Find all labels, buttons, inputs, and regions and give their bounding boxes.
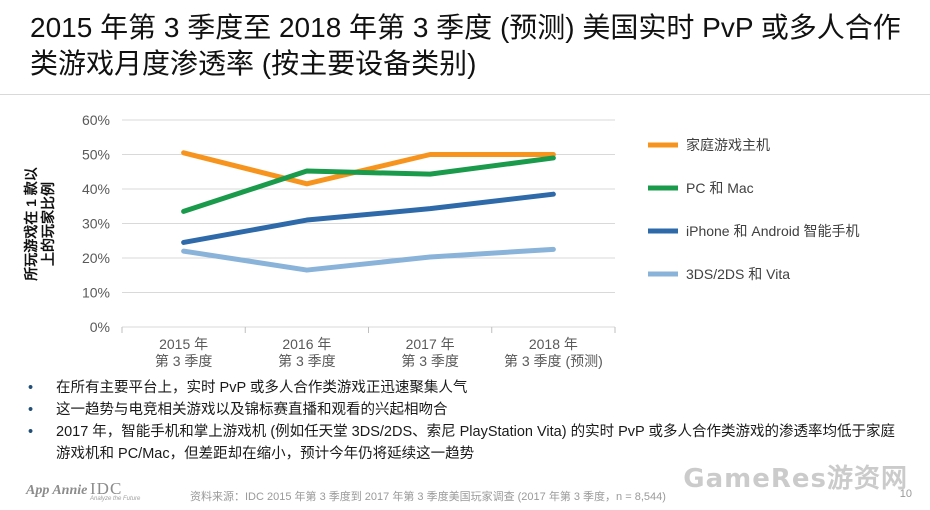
x-tick-label: 第 3 季度 (预测) bbox=[504, 353, 603, 369]
x-tick-label: 2016 年 bbox=[282, 336, 331, 352]
source-note: 资料来源：IDC 2015 年第 3 季度到 2017 年第 3 季度美国玩家调… bbox=[190, 491, 666, 503]
x-tick-label: 第 3 季度 bbox=[155, 353, 213, 369]
y-tick-label: 20% bbox=[82, 250, 110, 266]
y-axis-label: 所玩游戏在 1 款以上的玩家比例 bbox=[23, 167, 56, 281]
y-tick-label: 30% bbox=[82, 216, 110, 232]
insight-item: 2017 年，智能手机和掌上游戏机 (例如任天堂 3DS/2DS、索尼 Play… bbox=[28, 421, 908, 465]
chart-gridlines bbox=[122, 119, 615, 328]
x-tick-label: 2015 年 bbox=[159, 336, 208, 352]
page-number: 10 bbox=[899, 488, 912, 500]
y-axis-ticks: 0% 10% 20% 30% 40% 50% 60% bbox=[82, 112, 110, 335]
x-tick-label: 2017 年 bbox=[406, 336, 455, 352]
series-line bbox=[181, 155, 556, 214]
series-line bbox=[181, 150, 556, 187]
y-tick-label: 10% bbox=[82, 285, 110, 301]
series-line bbox=[181, 191, 556, 245]
app-annie-logo: App Annie bbox=[26, 483, 88, 498]
y-tick-label: 0% bbox=[90, 319, 110, 335]
x-tick-label: 第 3 季度 bbox=[278, 353, 336, 369]
y-axis-label-line: 所玩游戏在 1 款以 bbox=[23, 167, 39, 281]
y-tick-label: 60% bbox=[82, 112, 110, 128]
y-tick-label: 40% bbox=[82, 181, 110, 197]
legend-label: PC 和 Mac bbox=[686, 180, 754, 196]
x-tick-label: 第 3 季度 bbox=[401, 353, 459, 369]
watermark: GameRes游资网 bbox=[683, 464, 908, 494]
idc-logo: IDC Analyze the Future bbox=[90, 479, 145, 503]
idc-logo-text: IDC bbox=[90, 479, 123, 498]
y-tick-label: 50% bbox=[82, 147, 110, 163]
legend-label: 3DS/2DS 和 Vita bbox=[686, 266, 790, 282]
insight-item: 在所有主要平台上，实时 PvP 或多人合作类游戏正迅速聚集人气 bbox=[28, 377, 908, 399]
y-axis-label-line: 上的玩家比例 bbox=[40, 182, 56, 266]
x-tick-label: 2018 年 bbox=[529, 336, 578, 352]
page-title: 2015 年第 3 季度至 2018 年第 3 季度 (预测) 美国实时 PvP… bbox=[30, 12, 901, 79]
series-line bbox=[181, 246, 556, 273]
idc-tagline: Analyze the Future bbox=[90, 496, 141, 502]
legend-label: 家庭游戏主机 bbox=[686, 137, 770, 153]
chart-legend: 家庭游戏主机 PC 和 Mac iPhone 和 Android 智能手机 3DS/2… bbox=[648, 137, 860, 282]
series-lines bbox=[181, 150, 556, 273]
title-divider bbox=[0, 94, 930, 95]
legend-label: iPhone 和 Android 智能手机 bbox=[686, 223, 860, 239]
insights-list: 在所有主要平台上，实时 PvP 或多人合作类游戏正迅速聚集人气 这一趋势与电竞相… bbox=[28, 377, 908, 465]
insight-item: 这一趋势与电竞相关游戏以及锦标赛直播和观看的兴起相吻合 bbox=[28, 399, 908, 421]
